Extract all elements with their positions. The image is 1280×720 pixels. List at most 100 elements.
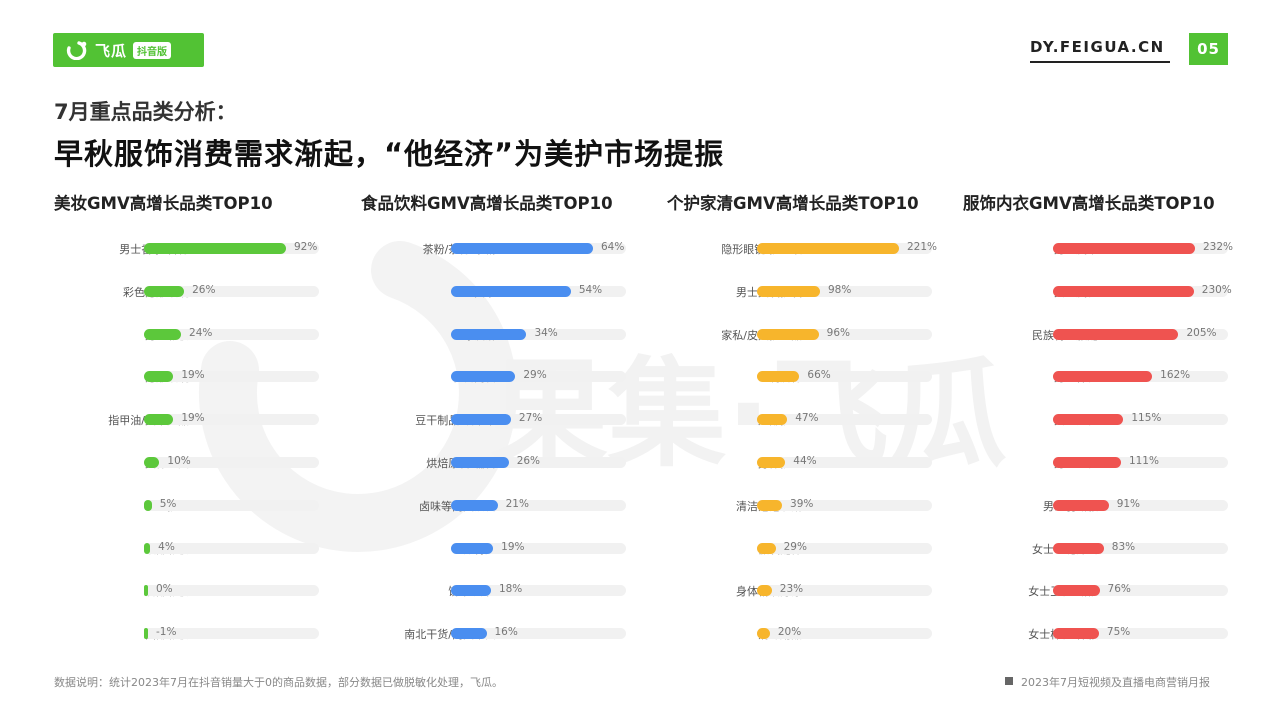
bar[interactable] <box>451 457 509 468</box>
bar[interactable] <box>757 499 783 511</box>
bar-row: 足部护理47% <box>667 410 947 430</box>
bar-row: 冰淇淋34% <box>361 325 641 345</box>
bar[interactable] <box>1053 285 1194 297</box>
value-label: 39% <box>790 497 814 510</box>
site-url[interactable]: DY.FEIGUA.CN <box>1030 38 1165 56</box>
bar[interactable] <box>144 328 182 340</box>
bar[interactable] <box>451 499 498 511</box>
bar-row: 面部彩妆-1% <box>54 624 334 644</box>
bar[interactable] <box>1053 328 1179 340</box>
bar[interactable] <box>757 328 819 340</box>
value-label: 111% <box>1128 455 1159 467</box>
bar[interactable] <box>757 628 770 640</box>
bar[interactable] <box>1053 414 1124 426</box>
bar[interactable] <box>144 628 148 640</box>
bar-row: 轻食简餐29% <box>361 367 641 387</box>
bar[interactable] <box>451 628 487 640</box>
bar[interactable] <box>1053 371 1153 383</box>
bar-row: 民族特色服配205% <box>963 325 1243 345</box>
bar-track <box>757 499 932 511</box>
value-label: 34% <box>534 326 558 339</box>
logo-tag: 抖音版 <box>133 41 172 59</box>
bar[interactable] <box>757 285 820 297</box>
bar-track <box>757 585 932 597</box>
brand-logo[interactable]: 飞瓜 抖音版 <box>53 33 204 67</box>
value-label: 83% <box>1111 540 1136 553</box>
bar-row: 女士皮衣230% <box>963 282 1243 302</box>
bar-row: 豆干制品/蔬菜干27% <box>361 410 641 430</box>
bar[interactable] <box>144 414 174 426</box>
bar[interactable] <box>144 457 160 468</box>
bar-track <box>451 585 626 597</box>
bar[interactable] <box>451 328 527 340</box>
bar[interactable] <box>451 414 511 426</box>
bar[interactable] <box>144 585 148 597</box>
report-name: 2023年7月短视频及直播电商营销月报 <box>1021 676 1210 689</box>
bar-track <box>1053 414 1228 426</box>
value-label: 54% <box>578 283 603 296</box>
value-label: 4% <box>158 540 175 553</box>
bar[interactable] <box>144 285 185 297</box>
value-label: 92% <box>294 241 318 253</box>
bar[interactable] <box>757 542 776 554</box>
bar-row: 女士卫衣/绒衫76% <box>963 581 1243 601</box>
chart-panel-beauty: 美妆GMV高增长品类TOP10 男士香水/香膏92% 彩色隐形眼镜26% 男士彩妆2… <box>54 190 334 650</box>
bar-row: 眼部彩妆4% <box>54 539 334 559</box>
bar-track <box>451 542 626 554</box>
bar-row: 男士羽绒服91% <box>963 496 1243 516</box>
bar[interactable] <box>1053 628 1099 640</box>
value-label: 75% <box>1106 626 1131 639</box>
bar[interactable] <box>757 585 772 597</box>
bar[interactable] <box>144 371 174 383</box>
bar[interactable] <box>451 585 491 597</box>
value-label: 21% <box>505 497 529 510</box>
bar-row: 男士彩妆24% <box>54 325 334 345</box>
bar[interactable] <box>1053 457 1121 468</box>
bar[interactable] <box>757 457 786 468</box>
bar-row: 女士风衣115% <box>963 410 1243 430</box>
value-label: 24% <box>189 326 213 339</box>
bar[interactable] <box>451 542 494 554</box>
bar[interactable] <box>757 371 800 383</box>
bar[interactable] <box>451 285 571 297</box>
value-label: 64% <box>601 241 625 253</box>
bar[interactable] <box>757 414 788 426</box>
chart-title: 个护家清GMV高增长品类TOP10 <box>667 194 919 213</box>
bar-track <box>451 328 626 340</box>
bar-row: 消毒用品20% <box>667 624 947 644</box>
bar[interactable] <box>451 371 516 383</box>
value-label: 66% <box>807 369 831 382</box>
bar[interactable] <box>757 243 899 254</box>
value-label: 5% <box>159 497 177 510</box>
chart-panel-food: 食品饮料GMV高增长品类TOP10 茶粉/茶膏/茶精64% 黄茶54% 冰淇淋34%… <box>361 190 641 650</box>
bar[interactable] <box>1053 542 1104 554</box>
page-subtitle: 7月重点品类分析： <box>54 100 237 124</box>
bar[interactable] <box>1053 585 1100 597</box>
bar-track <box>451 371 626 383</box>
value-label: 205% <box>1186 326 1217 339</box>
value-label: 29% <box>783 540 807 553</box>
bar[interactable] <box>451 243 593 254</box>
bar[interactable] <box>1053 243 1195 254</box>
bar[interactable] <box>144 243 286 254</box>
bar-track <box>144 628 319 640</box>
bar[interactable] <box>1053 499 1109 511</box>
bar-row: 烘焙原料/辅料26% <box>361 453 641 473</box>
bar-row: 南北干货/肉类干货16% <box>361 624 641 644</box>
bar-row: 男士香水/香膏92% <box>54 239 334 259</box>
bar-row: 隐形眼镜19% <box>54 367 334 387</box>
value-label: 10% <box>167 455 191 467</box>
bar-track <box>1053 628 1228 640</box>
bar-row: T区护理5% <box>54 496 334 516</box>
bar-track <box>757 285 932 297</box>
bar-row: 清洁泡泡慕斯39% <box>667 496 947 516</box>
bar-row: 润唇膏66% <box>667 367 947 387</box>
value-label: 96% <box>826 326 851 339</box>
value-label: 98% <box>827 283 852 296</box>
bar-row: 隐形眼镜/护理液221% <box>667 239 947 259</box>
bar[interactable] <box>144 499 152 511</box>
bar-row: 唇部彩妆0% <box>54 581 334 601</box>
value-label: 19% <box>501 540 525 553</box>
bar[interactable] <box>144 542 151 554</box>
bar-track <box>1053 457 1228 468</box>
